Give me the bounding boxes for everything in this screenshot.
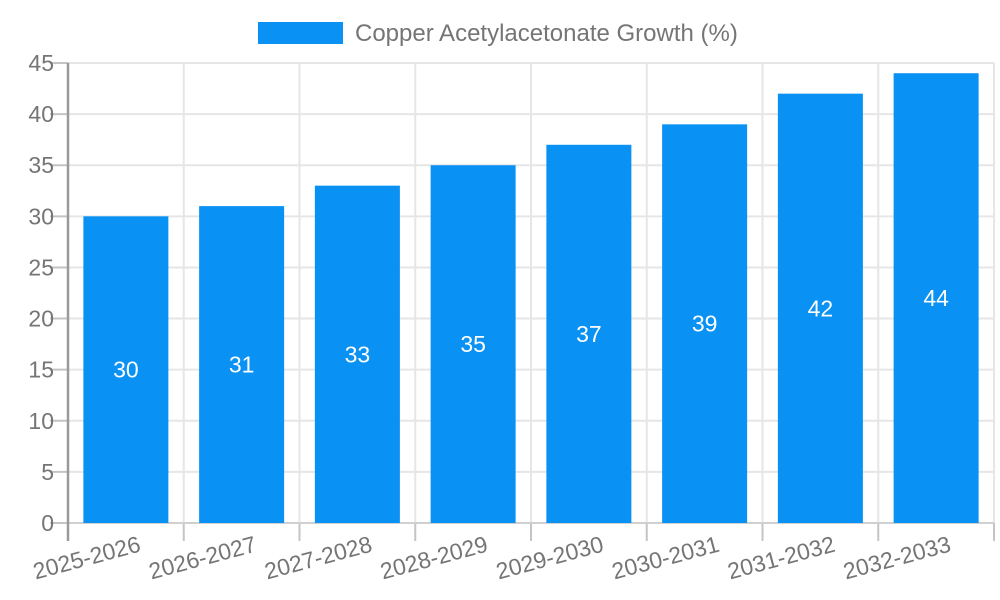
y-axis-tick-label: 15 [28,357,54,383]
y-axis-tick-label: 45 [28,50,54,76]
bar-2028-2029 [430,165,516,523]
y-axis-tick-label: 0 [41,510,54,536]
legend-label: Copper Acetylacetonate Growth (%) [355,20,738,47]
axis-ticks [50,62,995,541]
bar-2029-2030 [546,144,632,523]
legend-swatch [258,22,343,44]
y-axis-tick-label: 35 [28,152,54,178]
bar-value-label: 44 [923,285,949,311]
x-axis-tick-label: 2026-2027 [146,531,259,585]
y-axis-tick-label: 5 [41,459,54,485]
bar-2031-2032 [777,93,863,524]
bar-2030-2031 [662,124,748,523]
plot-area: 30 31 33 35 37 39 42 44 0 5 10 15 20 25 30 35 40 45 2025… [28,50,995,585]
y-axis-tick-label: 30 [28,203,54,229]
bar-2032-2033 [893,73,979,523]
y-axis-tick-label: 40 [28,101,54,127]
x-axis-tick-labels: 2025-2026 2026-2027 2027-2028 2028-2029 2029… [30,531,953,585]
x-axis-tick-label: 2029-2030 [493,531,606,585]
x-axis-tick-label: 2025-2026 [30,531,143,585]
bar-value-label: 37 [576,321,602,347]
bar-2027-2028 [314,185,400,523]
x-axis-tick-label: 2031-2032 [725,531,838,585]
bar-value-label: 39 [692,311,718,337]
bar-value-labels: 30 31 33 35 37 39 42 44 [113,285,949,383]
y-axis-tick-label: 10 [28,408,54,434]
y-axis-tick-label: 20 [28,306,54,332]
legend[interactable]: Copper Acetylacetonate Growth (%) [258,20,738,47]
bar-2026-2027 [199,206,285,523]
x-axis-tick-label: 2028-2029 [377,531,490,585]
bar-2025-2026 [83,216,169,524]
bar-value-label: 30 [113,357,139,383]
y-axis-tick-label: 25 [28,254,54,280]
bar-value-label: 35 [460,331,486,357]
y-axis-tick-labels: 0 5 10 15 20 25 30 35 40 45 [28,50,54,536]
bars [83,73,979,524]
x-axis-tick-label: 2030-2031 [609,531,722,585]
bar-value-label: 33 [345,341,371,367]
bar-value-label: 31 [229,352,255,378]
bar-value-label: 42 [808,295,834,321]
x-axis-tick-label: 2032-2033 [840,531,953,585]
x-axis-tick-label: 2027-2028 [262,531,375,585]
